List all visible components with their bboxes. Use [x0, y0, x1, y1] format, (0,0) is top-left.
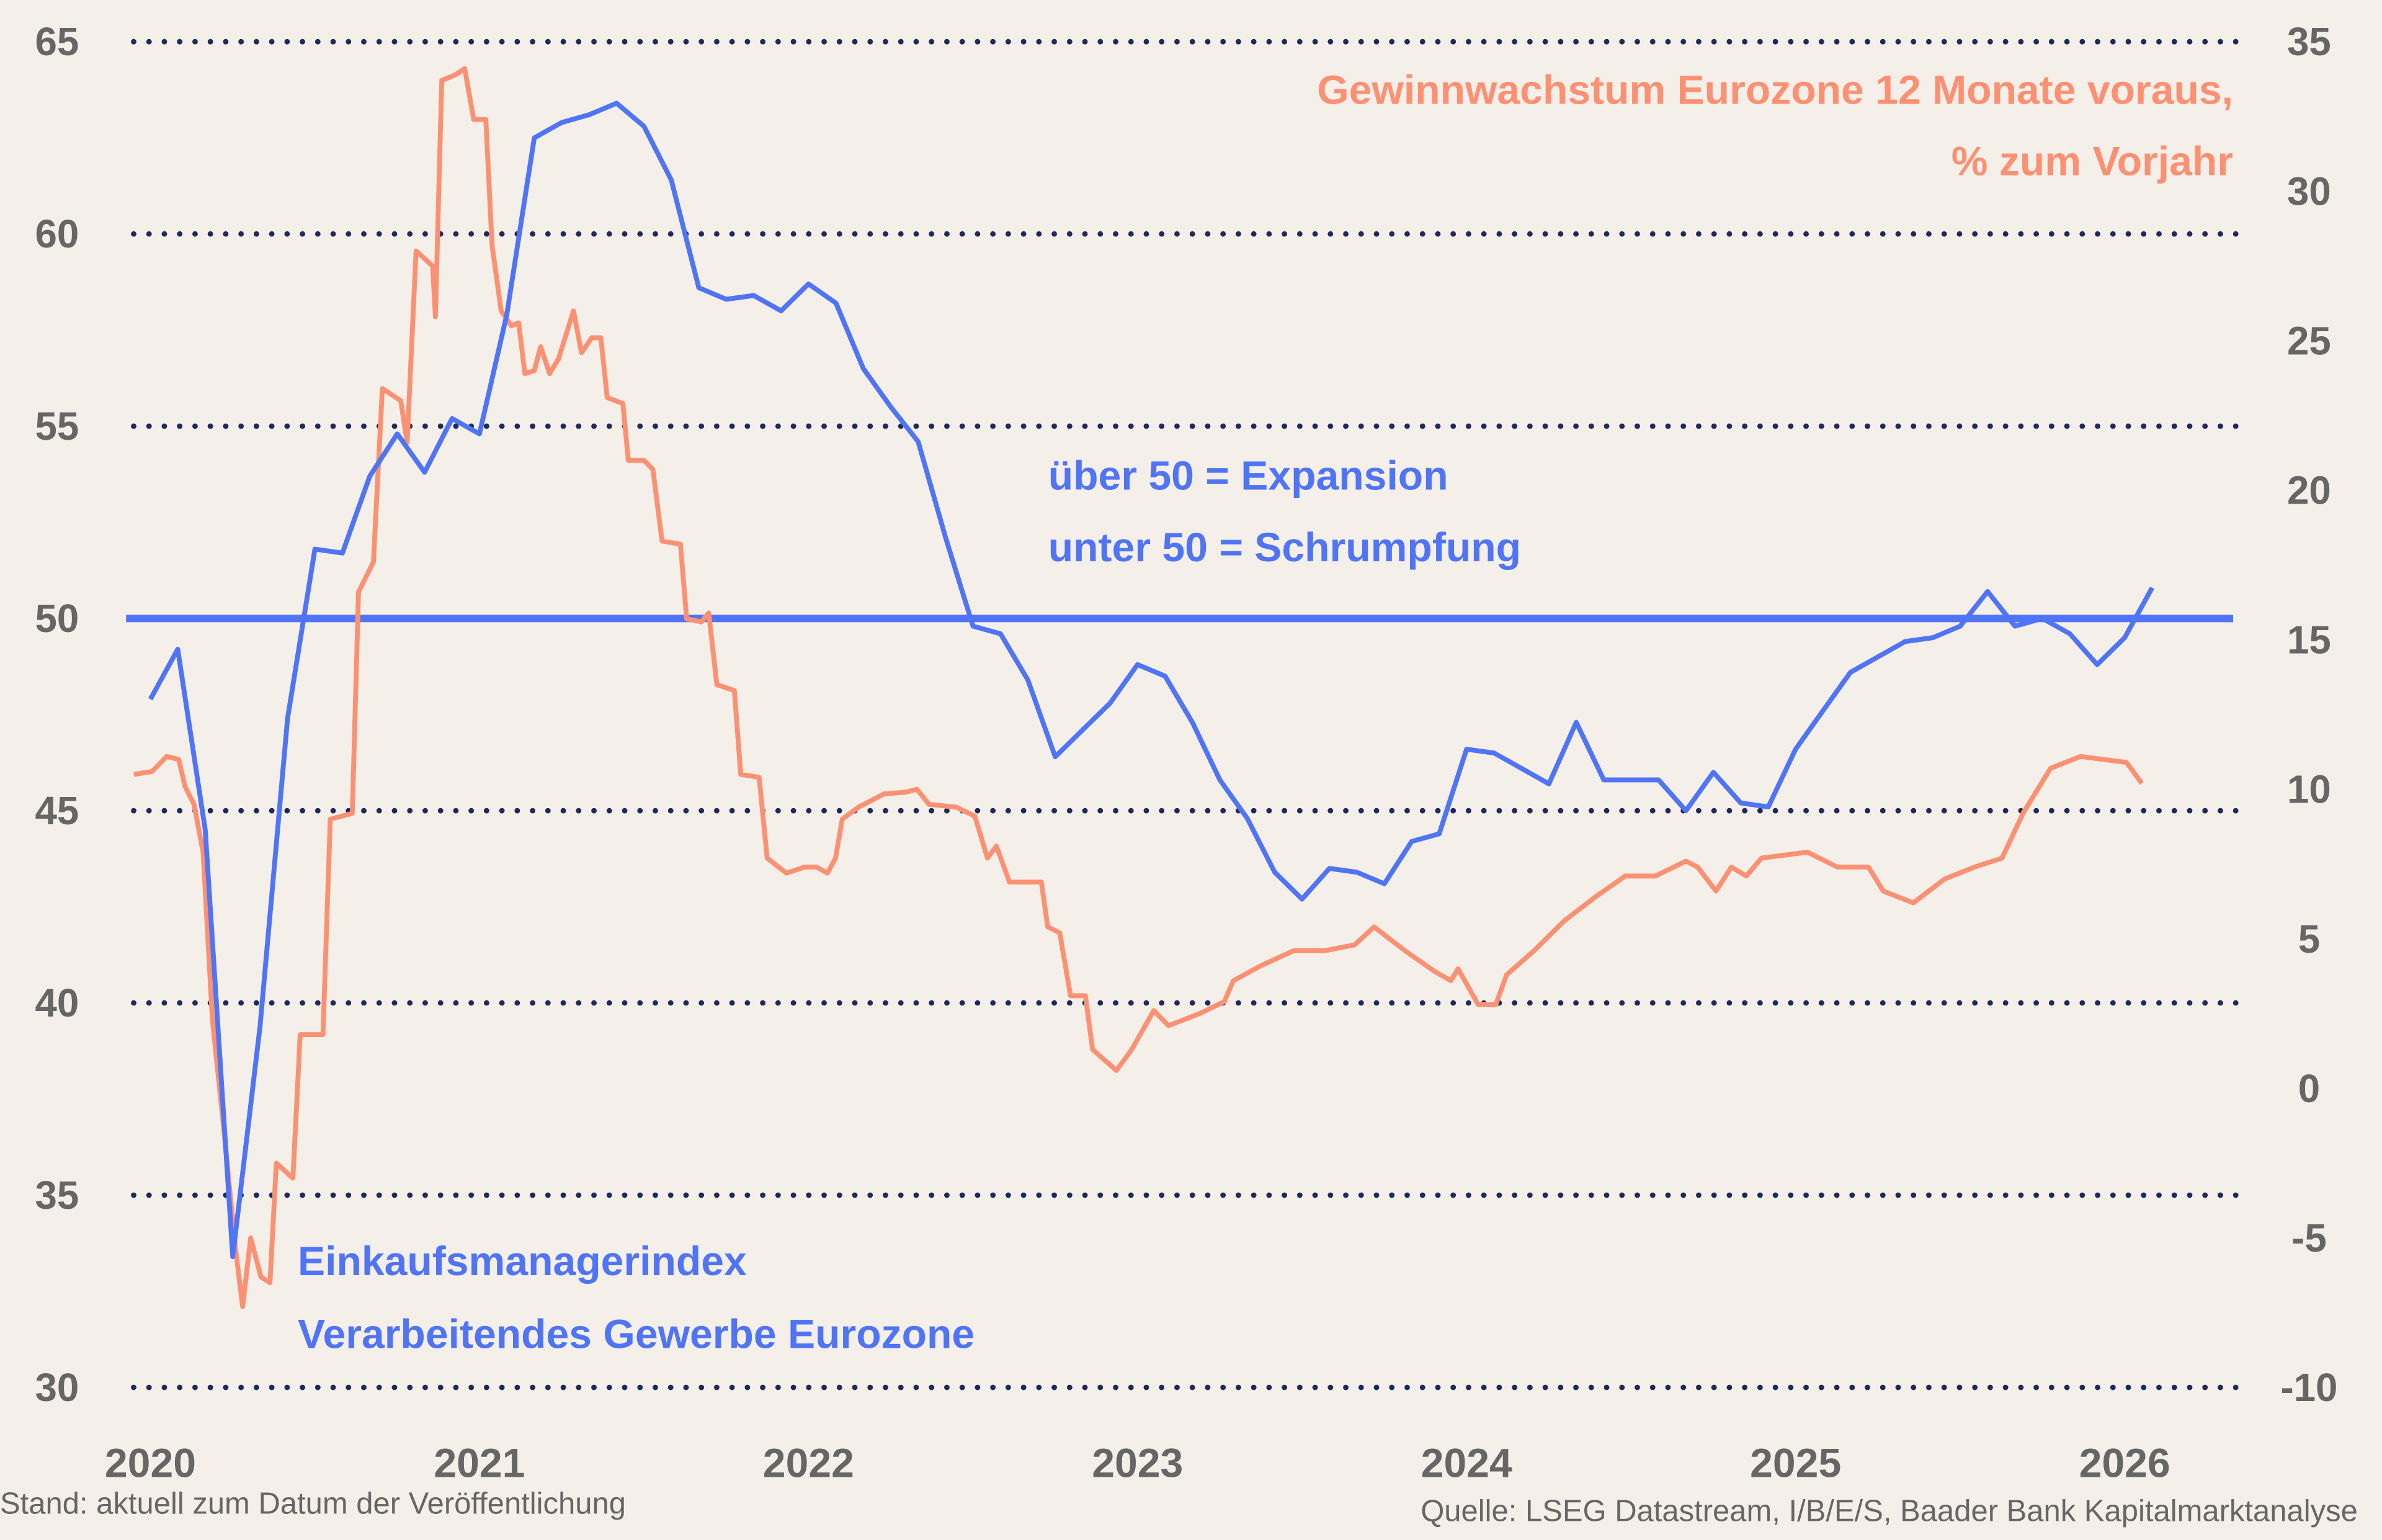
- threshold-annotation-1: über 50 = Expansion: [1048, 453, 1448, 499]
- x-tick-label: 2020: [105, 1441, 196, 1487]
- x-axis: 2020 2021 2022 2023 2024 2025 2026: [105, 1441, 2170, 1487]
- pmi-line: [148, 100, 2154, 1260]
- x-tick-label: 2024: [1421, 1441, 1512, 1487]
- x-tick-label: 2021: [434, 1441, 525, 1487]
- left-axis: 65 60 55 50 45 40 35 30: [35, 20, 79, 1410]
- x-tick-label: 2025: [1750, 1441, 1841, 1487]
- right-tick-label: -5: [2291, 1216, 2327, 1260]
- right-tick-label: 5: [2298, 917, 2320, 961]
- pmi-series-label-1: Einkaufsmanagerindex: [298, 1239, 747, 1284]
- right-tick-label: 25: [2287, 319, 2331, 363]
- x-tick-label: 2026: [2079, 1441, 2170, 1487]
- earnings-growth-line: [133, 66, 2144, 1309]
- left-tick-label: 30: [35, 1366, 79, 1410]
- x-tick-label: 2023: [1092, 1441, 1183, 1487]
- right-tick-label: 20: [2287, 469, 2331, 513]
- right-tick-label: -10: [2280, 1366, 2337, 1410]
- left-tick-label: 65: [35, 20, 79, 64]
- left-tick-label: 35: [35, 1173, 79, 1217]
- footer-note: Stand: aktuell zum Datum der Veröffentli…: [0, 1487, 626, 1520]
- right-tick-label: 15: [2287, 618, 2331, 662]
- footer-source: Quelle: LSEG Datastream, I/B/E/S, Baader…: [1421, 1495, 2358, 1528]
- left-tick-label: 40: [35, 981, 79, 1025]
- x-tick-label: 2022: [763, 1441, 854, 1487]
- right-tick-label: 35: [2287, 20, 2331, 64]
- earnings-series-label-1: Gewinnwachstum Eurozone 12 Monate voraus…: [1317, 68, 2233, 113]
- gridlines: [131, 38, 2251, 1391]
- left-tick-label: 60: [35, 212, 79, 256]
- right-tick-label: 0: [2298, 1067, 2320, 1111]
- right-tick-label: 30: [2287, 169, 2331, 213]
- earnings-series-label-2: % zum Vorjahr: [1952, 139, 2233, 185]
- threshold-annotation-2: unter 50 = Schrumpfung: [1048, 525, 1521, 571]
- right-axis: 35 30 25 20 15 10 5 0 -5 -10: [2280, 20, 2337, 1410]
- left-tick-label: 45: [35, 789, 79, 833]
- pmi-series-label-2: Verarbeitendes Gewerbe Eurozone: [298, 1311, 975, 1357]
- left-tick-label: 55: [35, 404, 79, 448]
- right-tick-label: 10: [2287, 768, 2331, 812]
- left-tick-label: 50: [35, 597, 79, 641]
